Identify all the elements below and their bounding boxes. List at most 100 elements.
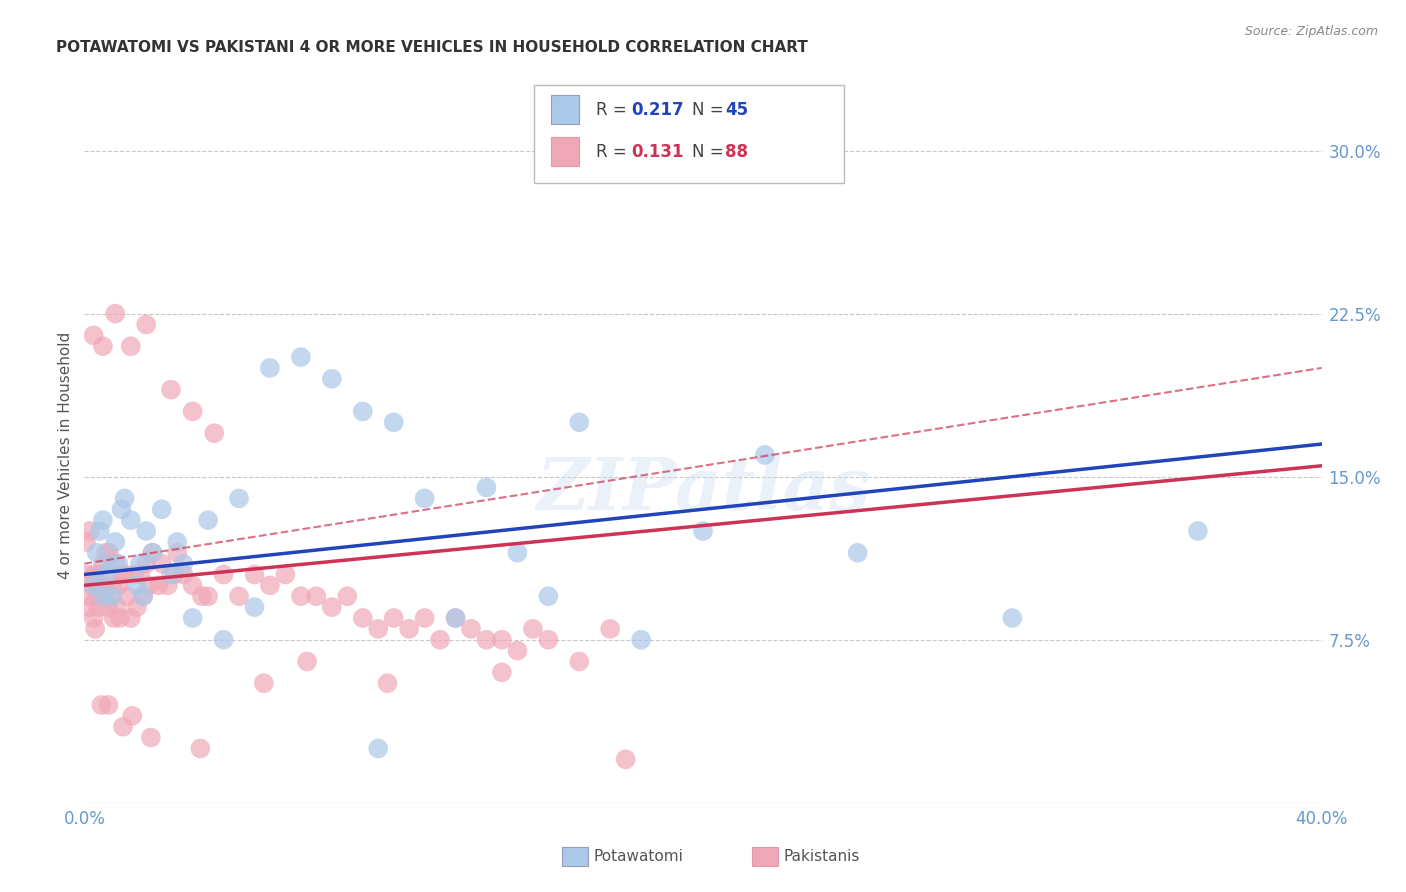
Point [107, 578, 129, 592]
Text: 88: 88 [725, 143, 748, 161]
Point [94, 546, 117, 560]
Point [166, 546, 188, 560]
Point [599, 622, 621, 636]
Point [82, 578, 104, 592]
Point [83, 567, 105, 582]
Point [125, 600, 148, 615]
Point [295, 655, 318, 669]
Point [105, 600, 128, 615]
Point [181, 611, 204, 625]
Point [228, 491, 250, 506]
Point [83, 578, 105, 592]
Point [93, 589, 115, 603]
Point [212, 632, 235, 647]
Point [76, 567, 98, 582]
Point [754, 448, 776, 462]
Text: Source: ZipAtlas.com: Source: ZipAtlas.com [1244, 25, 1378, 38]
Text: POTAWATOMI VS PAKISTANI 4 OR MORE VEHICLES IN HOUSEHOLD CORRELATION CHART: POTAWATOMI VS PAKISTANI 4 OR MORE VEHICL… [56, 40, 808, 55]
Y-axis label: 4 or more Vehicles in Household: 4 or more Vehicles in Household [58, 331, 73, 579]
Point [156, 578, 179, 592]
Point [352, 404, 374, 418]
Point [382, 611, 405, 625]
Point [475, 632, 498, 647]
Text: N =: N = [692, 143, 728, 161]
Point [120, 611, 142, 625]
Point [83, 611, 105, 625]
Point [413, 491, 436, 506]
Point [100, 589, 122, 603]
Point [150, 502, 173, 516]
Point [108, 611, 131, 625]
Text: Potawatomi: Potawatomi [593, 849, 683, 863]
Point [197, 513, 219, 527]
Point [97, 698, 120, 712]
Point [382, 415, 405, 429]
Point [121, 708, 143, 723]
Point [537, 632, 560, 647]
Point [197, 589, 219, 603]
Point [253, 676, 276, 690]
Point [135, 524, 157, 538]
Point [506, 546, 529, 560]
Point [692, 524, 714, 538]
Point [87, 600, 110, 615]
Text: 45: 45 [725, 101, 748, 119]
Point [114, 491, 136, 506]
Point [321, 600, 343, 615]
Point [91, 339, 114, 353]
Point [522, 622, 544, 636]
Point [367, 741, 389, 756]
Point [1001, 611, 1024, 625]
Point [107, 557, 129, 571]
Point [135, 557, 157, 571]
Point [77, 600, 100, 615]
Point [630, 632, 652, 647]
Text: Pakistanis: Pakistanis [783, 849, 859, 863]
Point [125, 578, 148, 592]
Point [91, 557, 114, 571]
Point [112, 720, 135, 734]
Point [94, 567, 117, 582]
Point [141, 546, 163, 560]
Point [138, 578, 160, 592]
Point [148, 578, 170, 592]
Point [243, 600, 266, 615]
Point [429, 632, 451, 647]
Point [141, 546, 163, 560]
Point [413, 611, 436, 625]
Point [117, 589, 139, 603]
Point [305, 589, 328, 603]
Point [274, 567, 297, 582]
Point [506, 643, 529, 657]
Point [259, 360, 281, 375]
Point [172, 567, 194, 582]
Point [163, 567, 186, 582]
Point [75, 535, 97, 549]
Point [202, 426, 225, 441]
Point [444, 611, 467, 625]
Point [132, 589, 155, 603]
Point [86, 546, 108, 560]
Point [377, 676, 399, 690]
Point [212, 567, 235, 582]
Point [91, 513, 114, 527]
Point [89, 567, 111, 582]
Point [90, 698, 112, 712]
Point [150, 557, 173, 571]
Point [132, 589, 155, 603]
Text: R =: R = [596, 143, 633, 161]
Point [120, 513, 142, 527]
Point [614, 752, 637, 766]
Point [89, 524, 111, 538]
Point [91, 589, 114, 603]
Point [104, 307, 127, 321]
Point [846, 546, 869, 560]
Point [120, 339, 142, 353]
Text: 0.217: 0.217 [631, 101, 683, 119]
Text: N =: N = [692, 101, 728, 119]
Point [1187, 524, 1209, 538]
Point [367, 622, 389, 636]
Point [228, 589, 250, 603]
Point [491, 665, 513, 680]
Point [110, 567, 132, 582]
